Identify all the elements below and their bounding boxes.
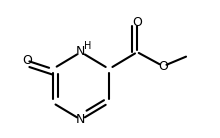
- Text: H: H: [84, 41, 92, 51]
- Text: N: N: [76, 113, 86, 126]
- Text: O: O: [132, 16, 142, 30]
- Text: O: O: [22, 54, 32, 67]
- Text: N: N: [75, 45, 85, 58]
- Text: O: O: [158, 60, 168, 73]
